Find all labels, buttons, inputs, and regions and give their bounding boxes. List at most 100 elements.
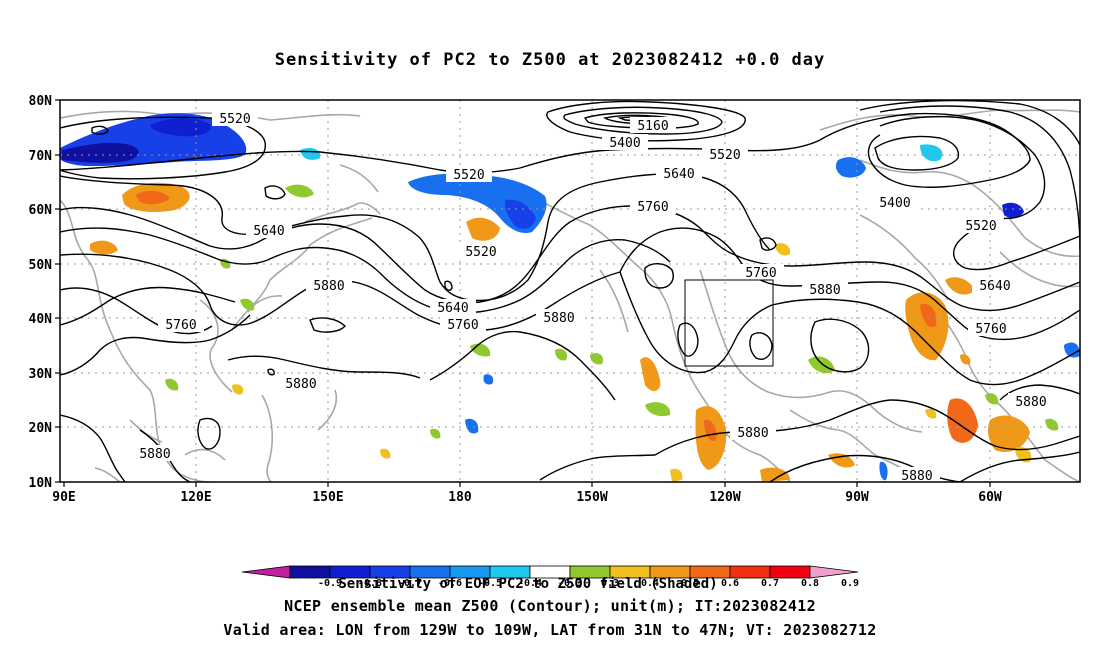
- shade-positive-blob: [987, 415, 1030, 452]
- shade-positive-blob: [960, 354, 971, 365]
- shade-negative-blob: [483, 374, 494, 385]
- lon-label: 180: [448, 490, 472, 505]
- contour-label: 5640: [663, 167, 694, 182]
- caption-line-2: Valid area: LON from 129W to 109W, LAT f…: [223, 621, 877, 639]
- plot-frame: [59, 99, 1081, 483]
- shade-negative-blob: [504, 199, 536, 229]
- contour-label: 5760: [975, 322, 1006, 337]
- lon-label: 90W: [845, 490, 869, 505]
- lon-label: 60W: [978, 490, 1002, 505]
- shade-positive-blob: [920, 303, 937, 328]
- colorbar-tick-label: 0.8: [801, 578, 819, 589]
- lat-lon-grid: [60, 100, 1080, 482]
- contour-label: 5880: [737, 426, 768, 441]
- contour-label: 5640: [437, 301, 468, 316]
- contour-label: 5400: [879, 196, 910, 211]
- lat-label: 10N: [29, 476, 53, 491]
- axis-ticks: [55, 99, 991, 487]
- shade-positive-blob: [945, 277, 975, 295]
- sensitivity-shading: [60, 113, 1080, 482]
- colorbar-tick-label: 0.4: [641, 578, 659, 589]
- contour-label: 5880: [901, 469, 932, 484]
- shade-negative-blob: [465, 418, 479, 434]
- map-title: Sensitivity of PC2 to Z500 at 2023082412…: [274, 50, 826, 70]
- contour-label: 5760: [165, 318, 196, 333]
- shade-positive-blob: [232, 384, 244, 395]
- shade-positive-blob: [808, 356, 835, 374]
- lat-label: 60N: [29, 203, 53, 218]
- shade-positive-blob: [760, 467, 790, 482]
- lon-label: 150E: [312, 490, 343, 505]
- valid-area-box: [684, 279, 774, 367]
- shade-positive-blob: [670, 468, 683, 482]
- shade-positive-blob: [135, 190, 170, 205]
- coastlines: [60, 109, 1080, 482]
- colorbar-title: Sensitivity of EOF PC2 to Z500 field (Sh…: [338, 576, 717, 592]
- contour-label: 5760: [745, 266, 776, 281]
- shade-positive-blob: [466, 217, 500, 241]
- contour-label: 5520: [965, 219, 996, 234]
- shade-positive-blob: [430, 428, 441, 439]
- shade-positive-blob: [90, 240, 118, 255]
- lat-label: 50N: [29, 258, 53, 273]
- contour-label: 5400: [609, 136, 640, 151]
- contour-label: 5880: [1015, 395, 1046, 410]
- colorbar-tick-label: -0.3: [558, 578, 582, 589]
- shade-negative-blob: [300, 147, 321, 160]
- colorbar-tick-label: 0.3: [601, 578, 619, 589]
- colorbar-tick-label: -0.8: [358, 578, 382, 589]
- shade-positive-blob: [1045, 418, 1059, 431]
- contour-label: 5520: [219, 112, 250, 127]
- shade-negative-blob: [62, 142, 139, 163]
- shade-negative-blob: [920, 144, 943, 162]
- contour-label: 5640: [979, 279, 1010, 294]
- shade-positive-blob: [240, 298, 255, 311]
- contour-label: 5880: [543, 311, 574, 326]
- contour-label: 5520: [453, 168, 484, 183]
- contour-label: 5160: [637, 119, 668, 134]
- shade-positive-blob: [905, 292, 949, 361]
- lat-label: 30N: [29, 367, 53, 382]
- lat-label: 20N: [29, 421, 53, 436]
- shade-positive-blob: [775, 243, 791, 256]
- lat-label: 80N: [29, 94, 53, 109]
- colorbar-end-triangle: [241, 565, 291, 579]
- shade-positive-blob: [985, 393, 999, 405]
- colorbar-tick-label: -0.6: [438, 578, 462, 589]
- shade-positive-blob: [380, 448, 391, 459]
- shade-positive-blob: [947, 398, 978, 443]
- shade-negative-blob: [879, 461, 888, 481]
- colorbar-box: [729, 565, 771, 579]
- contour-label: 5520: [709, 148, 740, 163]
- contour-label: 5880: [139, 447, 170, 462]
- colorbar-tick-label: -0.4: [518, 578, 542, 589]
- contour-label: 5640: [253, 224, 284, 239]
- caption-line-1: NCEP ensemble mean Z500 (Contour); unit(…: [284, 597, 816, 615]
- shade-positive-blob: [828, 453, 855, 468]
- colorbar: -0.9 -0.8 -0.7 -0.6 -0.5 -0.4 -0.3 0.3 0.4 0.5 0.6…: [241, 565, 859, 589]
- shade-positive-blob: [555, 348, 568, 361]
- shade-negative-blob: [1002, 202, 1024, 218]
- shade-positive-blob: [590, 353, 604, 365]
- contour-label: 5880: [809, 283, 840, 298]
- colorbar-tick-label: 0.6: [721, 578, 739, 589]
- colorbar-tick-label: -0.5: [478, 578, 502, 589]
- contour-label: 5760: [447, 318, 478, 333]
- shade-positive-blob: [285, 184, 314, 198]
- shade-negative-blob: [835, 157, 866, 178]
- colorbar-tick-label: -0.9: [318, 578, 342, 589]
- colorbar-tick-label: -0.7: [398, 578, 422, 589]
- lon-label: 120E: [180, 490, 211, 505]
- lon-label: 120W: [709, 490, 740, 505]
- lat-label: 40N: [29, 312, 53, 327]
- lon-label: 90E: [52, 490, 75, 505]
- shade-positive-blob: [165, 378, 179, 391]
- lon-label: 150W: [576, 490, 607, 505]
- lat-axis-labels: 80N 70N 60N 50N 40N 30N 20N 10N: [29, 94, 53, 491]
- shade-negative-blob: [1064, 342, 1080, 358]
- colorbar-tick-label: 0.9: [841, 578, 859, 589]
- contour-labels: 5520 5160 5400 5520 5520 5640 5760 5640 …: [132, 110, 1054, 484]
- colorbar-box: [769, 565, 811, 579]
- shade-positive-blob: [1015, 446, 1032, 463]
